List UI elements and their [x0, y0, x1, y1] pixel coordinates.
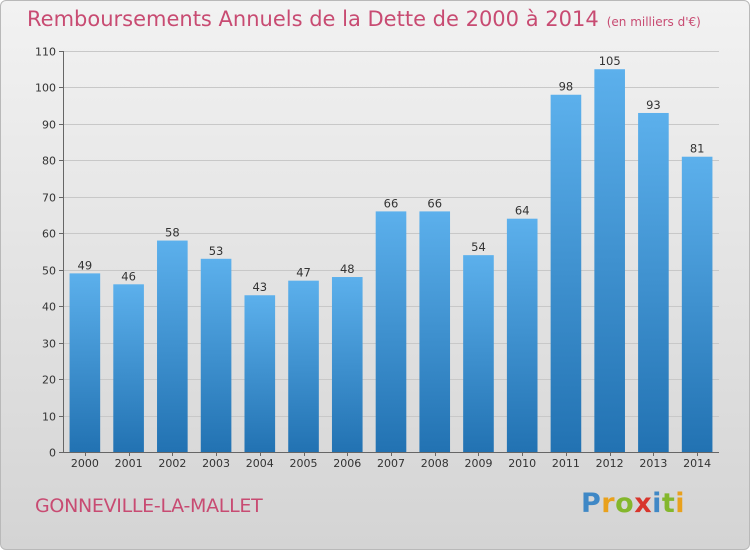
bar-2014[interactable]	[681, 156, 713, 452]
data-label-2002: 58	[165, 226, 180, 240]
bar-2008[interactable]	[419, 211, 451, 452]
x-tick-label: 2013	[639, 457, 667, 470]
data-label-2000: 49	[78, 258, 93, 272]
data-label-2005: 47	[296, 266, 311, 280]
data-label-2013: 93	[646, 98, 661, 112]
x-tick-label: 2012	[596, 457, 624, 470]
x-tick-label: 2003	[202, 457, 230, 470]
data-label-2003: 53	[209, 244, 224, 258]
data-label-2014: 81	[690, 142, 705, 156]
y-tick-label: 20	[42, 374, 56, 387]
x-tick-label: 2006	[333, 457, 361, 470]
bar-2007[interactable]	[375, 211, 407, 452]
y-tick-label: 110	[35, 46, 56, 59]
y-tick-label: 60	[42, 228, 56, 241]
logo-letter: i	[652, 488, 662, 519]
x-tick-label: 2004	[246, 457, 274, 470]
x-tick-label: 2010	[508, 457, 536, 470]
x-tick-label: 2009	[464, 457, 492, 470]
logo-letter: i	[675, 488, 686, 519]
proxiti-logo[interactable]: Proxiti	[581, 488, 685, 519]
y-tick-label: 30	[42, 338, 56, 351]
bar-2012[interactable]	[594, 69, 625, 453]
bar-2009[interactable]	[463, 255, 494, 452]
y-tick-label: 0	[49, 447, 56, 460]
data-label-2010: 64	[515, 204, 530, 218]
data-label-2012: 105	[599, 54, 621, 68]
x-tick-label: 2001	[115, 457, 143, 470]
data-label-2007: 66	[384, 196, 399, 210]
logo-letter: o	[615, 488, 635, 519]
bar-2003[interactable]	[200, 258, 232, 452]
bar-2006[interactable]	[331, 277, 363, 452]
data-label-2011: 98	[559, 80, 574, 94]
bar-2000[interactable]	[69, 273, 101, 452]
title-text: Remboursements Annuels de la Dette de 20…	[27, 7, 599, 31]
bar-2011[interactable]	[550, 94, 582, 452]
bar-2001[interactable]	[113, 284, 144, 452]
y-tick-label: 10	[42, 411, 56, 424]
data-label-2004: 43	[252, 280, 267, 294]
y-tick-label: 90	[42, 119, 56, 132]
chart-title: Remboursements Annuels de la Dette de 20…	[27, 7, 701, 31]
bar-2010[interactable]	[506, 218, 538, 452]
y-tick-label: 50	[42, 265, 56, 278]
bar-2004[interactable]	[244, 295, 276, 452]
data-label-2008: 66	[427, 196, 442, 210]
x-tick-label: 2002	[158, 457, 186, 470]
y-tick-label: 40	[42, 301, 56, 314]
axes: 0 10 20 30 40 50 60 70 80 90 100 110 2000 2001 2002 200…	[35, 46, 719, 470]
bar-2005[interactable]	[288, 280, 319, 452]
bars	[69, 69, 713, 453]
unit-label: (en milliers d'€)	[606, 15, 701, 29]
logo-letter: t	[661, 488, 676, 519]
x-tick-label: 2000	[71, 457, 99, 470]
data-label-2001: 46	[121, 269, 136, 283]
labels: 49 46 58 53 43 47 48 66 66 54 64 98 105 93 81	[78, 54, 705, 294]
bar-2013[interactable]	[638, 112, 669, 453]
x-tick-label: 2014	[683, 457, 711, 470]
town-name: GONNEVILLE-LA-MALLET	[35, 495, 263, 517]
y-tick-label: 80	[42, 155, 56, 168]
y-tick-label: 70	[42, 192, 56, 205]
logo-letter: r	[601, 488, 616, 519]
x-tick-label: 2005	[290, 457, 318, 470]
data-label-2009: 54	[471, 240, 486, 254]
logo-letter: x	[634, 488, 653, 519]
logo-letter: P	[581, 488, 602, 519]
x-tick-label: 2011	[552, 457, 580, 470]
data-label-2006: 48	[340, 262, 355, 276]
bar-2002[interactable]	[157, 240, 188, 452]
x-tick-label: 2008	[421, 457, 449, 470]
x-tick-label: 2007	[377, 457, 405, 470]
y-tick-label: 100	[35, 82, 56, 95]
